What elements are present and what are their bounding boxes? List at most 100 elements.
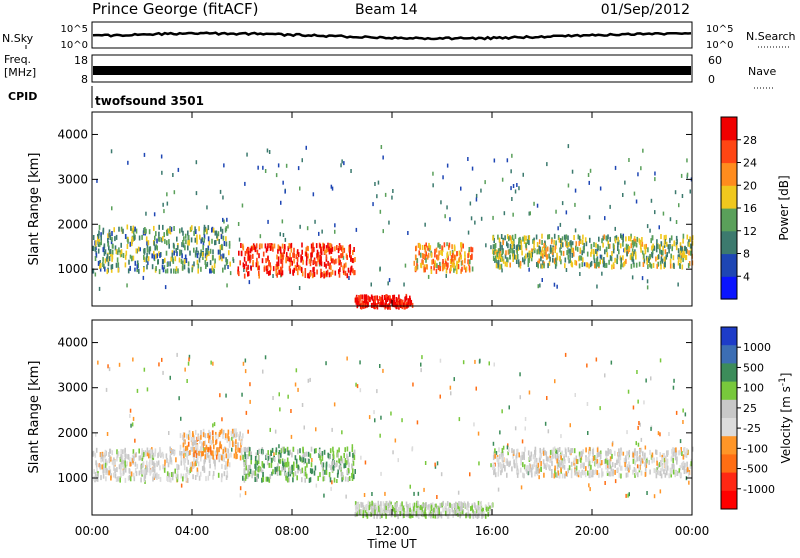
scatter-cell bbox=[391, 505, 394, 510]
scatter-cell bbox=[124, 460, 126, 466]
scatter-cell bbox=[332, 258, 334, 264]
scatter-cell bbox=[645, 378, 647, 383]
scatter-cell bbox=[444, 214, 446, 219]
scatter-cell bbox=[332, 465, 335, 471]
scatter-cell bbox=[526, 468, 528, 474]
scatter-cell bbox=[255, 243, 258, 249]
scatter-cell bbox=[620, 257, 622, 263]
scatter-cell bbox=[518, 452, 520, 458]
scatter-cell bbox=[593, 470, 595, 475]
scatter-cell bbox=[120, 226, 123, 232]
scatter-cell bbox=[528, 235, 531, 241]
scatter-cell bbox=[423, 265, 425, 271]
scatter-cell bbox=[290, 247, 293, 253]
scatter-cell bbox=[283, 446, 285, 452]
scatter-cell bbox=[384, 192, 387, 197]
scatter-cell bbox=[417, 514, 420, 519]
power-ylabel: Slant Range [km] bbox=[27, 153, 42, 266]
scatter-cell bbox=[187, 459, 189, 465]
scatter-cell bbox=[133, 476, 136, 482]
scatter-cell bbox=[641, 458, 644, 464]
scatter-cell bbox=[421, 253, 424, 258]
scatter-cell bbox=[686, 449, 689, 455]
scatter-cell bbox=[395, 508, 397, 514]
scatter-cell bbox=[529, 211, 531, 216]
scatter-cell bbox=[683, 249, 685, 255]
colorbar-tick-label: 1000 bbox=[743, 341, 771, 354]
scatter-cell bbox=[404, 296, 406, 302]
scatter-cell bbox=[605, 458, 607, 464]
scatter-cell bbox=[432, 171, 434, 176]
scatter-cell bbox=[507, 451, 509, 456]
scatter-cell bbox=[537, 260, 539, 266]
scatter-cell bbox=[334, 462, 336, 468]
scatter-cell bbox=[634, 460, 636, 466]
scatter-cell bbox=[493, 451, 495, 457]
scatter-cell bbox=[95, 240, 97, 246]
scatter-cell bbox=[135, 471, 138, 477]
scatter-cell bbox=[610, 450, 612, 455]
scatter-cell bbox=[257, 459, 260, 465]
scatter-cell bbox=[131, 422, 134, 427]
scatter-cell bbox=[436, 507, 439, 513]
scatter-cell bbox=[287, 471, 290, 477]
scatter-cell bbox=[426, 264, 428, 270]
scatter-cell bbox=[271, 447, 274, 453]
scatter-cell bbox=[412, 382, 414, 387]
scatter-cell bbox=[266, 460, 269, 466]
scatter-cell bbox=[222, 253, 224, 259]
scatter-cell bbox=[645, 255, 648, 261]
scatter-cell bbox=[287, 461, 290, 467]
scatter-cell bbox=[278, 454, 280, 460]
scatter-cell bbox=[491, 502, 494, 508]
scatter-cell bbox=[417, 507, 419, 513]
scatter-cell bbox=[655, 468, 657, 474]
scatter-cell bbox=[537, 263, 539, 269]
scatter-cell bbox=[596, 459, 599, 465]
scatter-cell bbox=[427, 252, 430, 258]
scatter-cell bbox=[538, 468, 540, 474]
scatter-cell bbox=[104, 449, 107, 455]
scatter-cell bbox=[361, 300, 363, 306]
scatter-cell bbox=[94, 452, 97, 458]
scatter-cell bbox=[259, 466, 262, 472]
scatter-cell bbox=[453, 503, 456, 509]
scatter-cell bbox=[98, 286, 101, 291]
scatter-cell bbox=[162, 453, 165, 459]
scatter-cell bbox=[674, 455, 677, 461]
scatter-cell bbox=[392, 450, 394, 455]
scatter-cell bbox=[329, 242, 331, 248]
scatter-cell bbox=[358, 295, 360, 300]
scatter-cell bbox=[516, 469, 518, 475]
scatter-cell bbox=[542, 260, 544, 266]
scatter-cell bbox=[294, 471, 297, 477]
scatter-cell bbox=[280, 271, 283, 277]
scatter-cell bbox=[675, 245, 678, 251]
scatter-cell bbox=[330, 249, 333, 254]
scatter-cell bbox=[237, 442, 239, 448]
scatter-cell bbox=[108, 466, 111, 472]
scatter-cell bbox=[183, 432, 186, 438]
scatter-cell bbox=[129, 408, 132, 413]
scatter-cell bbox=[548, 260, 551, 266]
scatter-cell bbox=[627, 389, 630, 394]
scatter-cell bbox=[477, 509, 479, 515]
scatter-cell bbox=[277, 244, 280, 250]
scatter-cell bbox=[524, 446, 526, 452]
scatter-cell bbox=[396, 508, 399, 514]
scatter-cell bbox=[297, 264, 300, 270]
scatter-cell bbox=[289, 268, 291, 274]
colorbar-tick-label: 20 bbox=[743, 179, 757, 192]
scatter-cell bbox=[686, 158, 688, 163]
scatter-cell bbox=[204, 440, 206, 446]
scatter-cell bbox=[321, 464, 324, 470]
scatter-cell bbox=[598, 236, 600, 242]
scatter-cell bbox=[411, 509, 413, 515]
scatter-cell bbox=[586, 363, 588, 368]
scatter-cell bbox=[211, 451, 214, 456]
scatter-cell bbox=[209, 431, 211, 437]
scatter-cell bbox=[268, 150, 271, 154]
scatter-cell bbox=[181, 265, 184, 271]
scatter-cell bbox=[244, 451, 246, 457]
scatter-cell bbox=[520, 455, 522, 461]
